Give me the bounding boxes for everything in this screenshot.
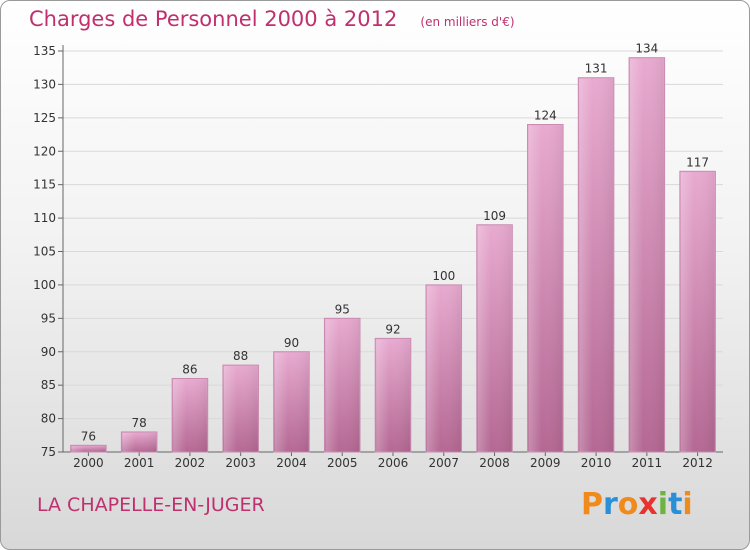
value-label-2012: 117	[686, 155, 709, 169]
axis-layer: 75 80 85 90 95 100 105 110 115 120 125 130 135 2000 20…	[33, 44, 723, 470]
value-label-2010: 131	[585, 62, 608, 76]
x-tick-label-2000: 2000	[73, 456, 104, 470]
y-tick-label: 120	[33, 144, 56, 158]
bar-shine	[579, 78, 613, 452]
commune-name: LA CHAPELLE-EN-JUGER	[37, 494, 265, 516]
y-tick-label: 135	[33, 44, 56, 58]
value-label-2008: 109	[483, 209, 506, 223]
x-tick-label-2012: 2012	[682, 456, 713, 470]
y-tick-label: 110	[33, 211, 56, 225]
y-tick-label: 115	[33, 178, 56, 192]
bar-shine	[71, 446, 106, 452]
x-tick-label-2001: 2001	[124, 456, 155, 470]
x-tick-label-2011: 2011	[632, 456, 663, 470]
x-tick-label-2004: 2004	[276, 456, 307, 470]
logo-letter: o	[617, 487, 639, 522]
value-label-2011: 134	[635, 42, 658, 56]
proxiti-logo[interactable]: Proxiti	[581, 487, 693, 522]
x-tick-label-2007: 2007	[428, 456, 459, 470]
y-tick-label: 95	[41, 311, 56, 325]
y-tick-label: 85	[41, 378, 56, 392]
x-tick-label-2005: 2005	[327, 456, 358, 470]
y-tick-label: 105	[33, 245, 56, 259]
value-label-2003: 88	[233, 349, 248, 363]
x-tick-label-2003: 2003	[225, 456, 256, 470]
bar-shine	[223, 366, 258, 452]
y-tick-label: 125	[33, 111, 56, 125]
x-tick-label-2006: 2006	[378, 456, 409, 470]
bar-layer	[70, 57, 716, 453]
bar-shine	[173, 379, 207, 452]
bar-shine	[376, 339, 410, 452]
value-label-2001: 78	[132, 416, 147, 430]
value-label-2002: 86	[182, 362, 197, 376]
value-label-2005: 95	[335, 302, 350, 316]
bar-shine	[122, 432, 156, 452]
logo-letter: x	[638, 487, 658, 522]
x-tick-label-2009: 2009	[530, 456, 561, 470]
y-tick-label: 130	[33, 77, 56, 91]
label-layer: 76 78 86 88 90 95 92 100 109 124 131 134 117	[81, 42, 709, 444]
logo-letter: i	[682, 487, 693, 522]
x-tick-label-2008: 2008	[479, 456, 510, 470]
bar-shine	[680, 172, 715, 453]
bar-shine	[477, 225, 512, 452]
title-row: Charges de Personnel 2000 à 2012 (en mil…	[29, 7, 515, 31]
value-label-2009: 124	[534, 109, 557, 123]
logo-letter: i	[657, 487, 669, 522]
bar-shine	[325, 319, 359, 452]
logo-letter: P	[581, 487, 603, 522]
chart-unit: (en milliers d'€)	[420, 15, 515, 29]
x-tick-label-2010: 2010	[581, 456, 612, 470]
value-label-2000: 76	[81, 429, 96, 443]
x-tick-label-2002: 2002	[175, 456, 206, 470]
value-label-2007: 100	[432, 269, 455, 283]
bar-shine	[528, 125, 563, 453]
logo-letter: r	[603, 487, 618, 522]
y-tick-label: 100	[33, 278, 56, 292]
bar-shine	[274, 352, 309, 452]
y-tick-label: 80	[41, 412, 56, 426]
bar-shine	[630, 58, 664, 452]
bar-shine	[427, 285, 461, 452]
y-tick-label: 90	[41, 345, 56, 359]
logo-letter: t	[668, 487, 683, 522]
value-label-2006: 92	[385, 322, 400, 336]
y-tick-label: 75	[41, 445, 56, 459]
value-label-2004: 90	[284, 336, 299, 350]
chart-title: Charges de Personnel 2000 à 2012	[29, 7, 398, 31]
